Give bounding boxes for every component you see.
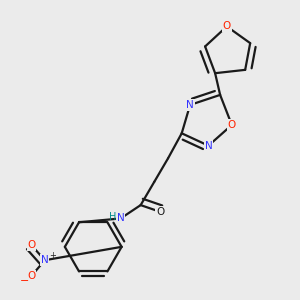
Text: O: O [156, 207, 164, 217]
Text: −: − [20, 276, 29, 286]
Text: +: + [49, 251, 56, 260]
Text: O: O [27, 271, 36, 281]
Text: N: N [41, 255, 49, 265]
Text: H: H [109, 212, 116, 222]
Text: O: O [223, 21, 231, 32]
Text: O: O [228, 120, 236, 130]
Text: N: N [117, 214, 124, 224]
Text: O: O [27, 240, 36, 250]
Text: N: N [205, 141, 212, 151]
Text: N: N [186, 100, 194, 110]
